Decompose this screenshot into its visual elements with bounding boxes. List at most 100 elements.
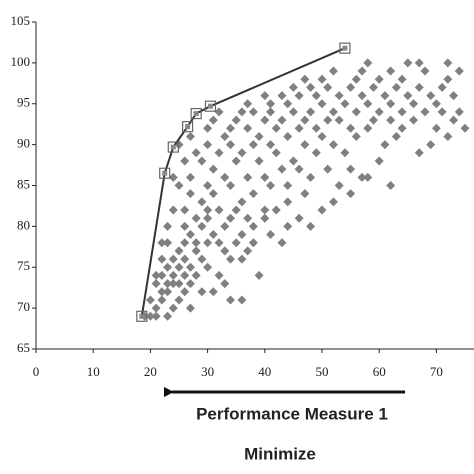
point: [180, 287, 190, 297]
point: [248, 189, 258, 199]
point: [191, 213, 201, 223]
point: [271, 123, 281, 133]
point: [374, 74, 384, 84]
point: [168, 205, 178, 215]
point: [163, 287, 173, 297]
point: [323, 164, 333, 174]
point: [374, 156, 384, 166]
point: [300, 74, 310, 84]
point: [420, 107, 430, 117]
point: [145, 295, 155, 305]
front-point-inner: [170, 144, 176, 150]
point: [191, 270, 201, 280]
point: [317, 74, 327, 84]
point: [266, 230, 276, 240]
point: [185, 303, 195, 313]
point: [163, 279, 173, 289]
point: [300, 140, 310, 150]
point: [203, 140, 213, 150]
point: [203, 205, 213, 215]
point: [340, 99, 350, 109]
point: [214, 107, 224, 117]
point: [163, 262, 173, 272]
point: [374, 107, 384, 117]
point: [271, 148, 281, 158]
point: [197, 197, 207, 207]
point: [409, 99, 419, 109]
point: [363, 58, 373, 68]
point: [151, 279, 161, 289]
point: [426, 140, 436, 150]
point: [397, 123, 407, 133]
point: [346, 164, 356, 174]
point: [243, 246, 253, 256]
front-point: [339, 42, 351, 54]
point: [203, 238, 213, 248]
front-point-inner: [342, 45, 348, 51]
point: [311, 148, 321, 158]
point: [346, 189, 356, 199]
point: [203, 213, 213, 223]
front-point: [190, 107, 202, 120]
point: [340, 148, 350, 158]
point: [328, 197, 338, 207]
point: [266, 107, 276, 117]
point: [386, 181, 396, 190]
point: [203, 262, 213, 272]
point: [300, 189, 310, 199]
point: [231, 115, 241, 125]
point: [191, 148, 201, 158]
point: [403, 91, 413, 101]
point: [351, 131, 361, 141]
point: [220, 221, 230, 231]
point: [231, 238, 241, 248]
point: [145, 311, 155, 321]
point: [357, 66, 367, 76]
point: [414, 148, 424, 158]
x-tick-label: 0: [33, 364, 40, 379]
point: [437, 82, 447, 92]
point: [391, 82, 401, 92]
point: [334, 115, 344, 125]
point: [306, 82, 316, 92]
point: [203, 123, 213, 133]
x-tick-label: 20: [144, 364, 157, 379]
point: [346, 123, 356, 133]
point: [391, 131, 401, 141]
point: [283, 221, 293, 231]
point: [220, 131, 230, 141]
front-point: [167, 141, 179, 153]
point: [449, 91, 459, 101]
point: [208, 230, 218, 240]
y-tick-label: 90: [17, 136, 30, 151]
point: [157, 295, 167, 305]
point: [283, 131, 293, 141]
point: [357, 91, 367, 101]
point: [357, 172, 367, 182]
point: [351, 74, 361, 84]
point: [157, 270, 167, 280]
point: [185, 262, 195, 272]
point: [168, 303, 178, 313]
point: [414, 82, 424, 92]
point: [208, 189, 218, 199]
point: [266, 140, 276, 150]
point: [431, 99, 441, 109]
point: [294, 123, 304, 133]
y-tick-label: 80: [17, 217, 30, 232]
point: [180, 238, 190, 248]
point: [431, 123, 441, 133]
y-tick-label: 105: [11, 13, 31, 28]
point: [254, 131, 264, 141]
annotation: Minimize: [244, 444, 316, 463]
point: [197, 287, 207, 297]
point: [403, 58, 413, 68]
point: [454, 66, 464, 76]
point: [208, 287, 218, 297]
point: [237, 254, 247, 264]
point: [397, 74, 407, 84]
point: [214, 205, 224, 215]
point: [277, 115, 287, 125]
point: [225, 181, 235, 190]
x-tick-label: 70: [430, 364, 443, 379]
